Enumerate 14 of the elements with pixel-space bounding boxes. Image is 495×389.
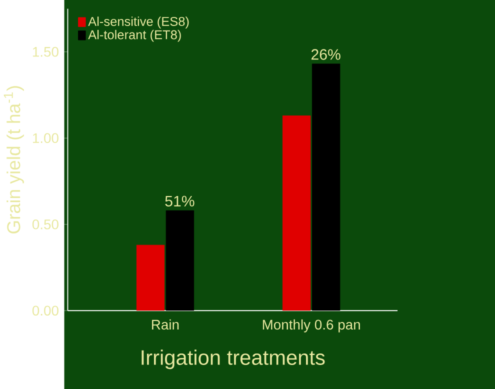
legend-label: Al-sensitive (ES8)	[88, 16, 189, 28]
annotation: 26%	[312, 49, 340, 60]
y-tick-label: 0.00	[32, 306, 58, 316]
x-tick-label: Rain	[152, 319, 179, 330]
y-tick-label: 1.00	[32, 133, 58, 144]
y-axis-title: Grain yield (t ha$^{-1}$)	[4, 86, 24, 234]
annotation: 51%	[165, 196, 194, 206]
bar	[282, 115, 311, 311]
y-tick-label: 0.50	[32, 219, 58, 230]
x-tick-label: Monthly 0.6 pan	[262, 319, 360, 332]
bar	[136, 244, 165, 311]
y-tick-label: 1.50	[32, 46, 58, 57]
x-axis-title: Irrigation treatments	[142, 350, 325, 370]
legend-label: Al-tolerant (ET8)	[88, 30, 181, 42]
